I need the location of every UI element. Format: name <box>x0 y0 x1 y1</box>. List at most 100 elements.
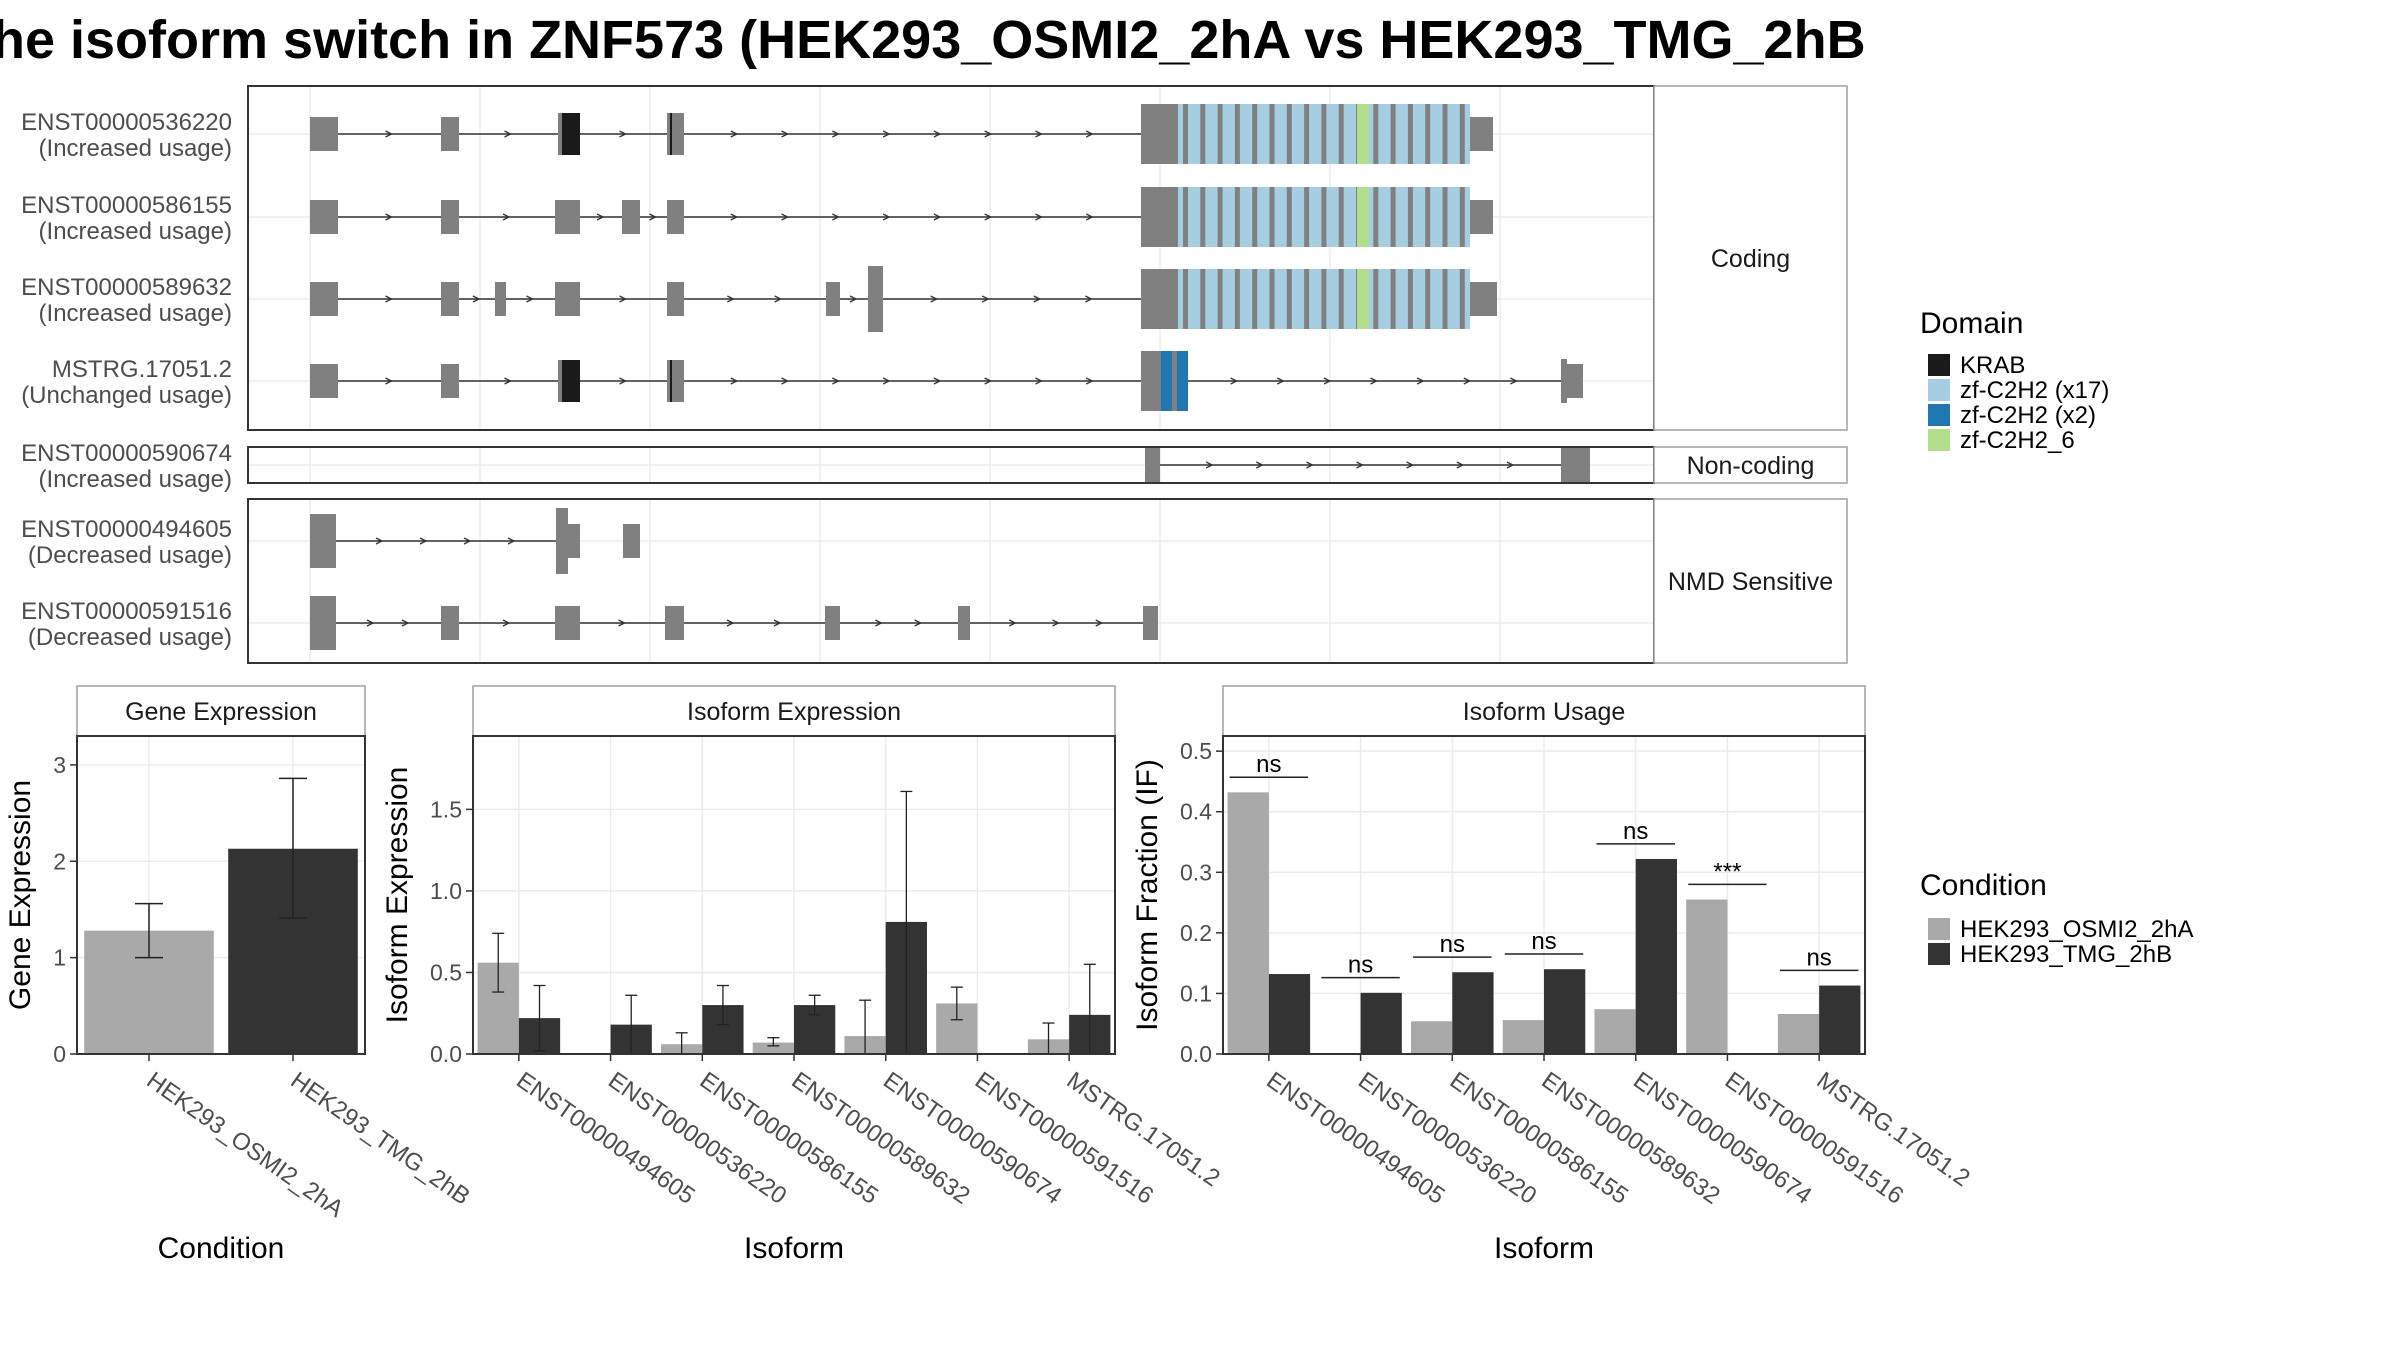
intron-arrow <box>385 130 393 138</box>
bar <box>1635 858 1677 1054</box>
bar <box>1594 1009 1636 1054</box>
condition-legend-label: HEK293_OSMI2_2hA <box>1960 916 2193 943</box>
intron-arrow <box>385 213 393 221</box>
exon <box>1145 448 1160 482</box>
intron-arrow <box>882 213 891 221</box>
significance-label: ns <box>1348 952 1373 979</box>
x-axis-title: Condition <box>158 1232 285 1265</box>
intron-arrow <box>401 619 410 627</box>
facet-label-2: NMD Sensitive <box>1668 568 1833 596</box>
exon <box>441 282 459 316</box>
bar-panel-0: Gene Expression0123HEK293_OSMI2_2hAHEK29… <box>4 685 475 1265</box>
domain-legend-label: zf-C2H2 (x2) <box>1960 402 2096 429</box>
domain-separator <box>1390 187 1396 247</box>
bar <box>1452 972 1494 1054</box>
domain-krab <box>562 113 580 155</box>
exon <box>1561 359 1567 403</box>
exon <box>623 524 640 558</box>
intron-arrow <box>463 537 472 545</box>
y-tick-label: 0.3 <box>1180 859 1212 885</box>
exon <box>1141 269 1178 329</box>
y-tick-label: 2 <box>53 848 66 874</box>
domain-separator <box>1338 187 1344 247</box>
significance-label: *** <box>1713 858 1741 885</box>
intron-arrow <box>781 130 790 138</box>
domain-separator <box>1407 104 1413 164</box>
exon <box>310 200 338 234</box>
panel-strip <box>472 685 1116 737</box>
exon <box>868 266 883 332</box>
domain-legend-label: zf-C2H2 (x17) <box>1960 377 2109 404</box>
bar <box>752 1042 794 1054</box>
exon <box>310 364 338 398</box>
y-tick-label: 0.5 <box>430 959 462 985</box>
panel-strip <box>76 685 366 737</box>
domain-legend-key <box>1928 354 1950 376</box>
domain-separator <box>1390 269 1396 329</box>
intron-arrow <box>618 619 626 627</box>
x-tick-label: MSTRG.17051.2 <box>1062 1067 1225 1192</box>
transcript-usage-label: (Decreased usage) <box>28 542 232 569</box>
intron-arrow <box>504 377 512 385</box>
bar <box>1819 985 1861 1054</box>
intron-arrow <box>882 377 891 385</box>
domain-separator <box>1234 104 1240 164</box>
exon <box>1141 187 1178 247</box>
domain-separator <box>1425 187 1431 247</box>
domain-separator <box>1407 187 1413 247</box>
domain-separator <box>1286 269 1292 329</box>
exon <box>310 514 336 568</box>
exon <box>1470 117 1493 151</box>
intron-arrow <box>1323 377 1332 385</box>
domain-separator <box>1459 187 1465 247</box>
exon <box>1143 606 1158 640</box>
isoform-structure-panel: Coding Non-coding NMD Sensitive ENST0000053… <box>21 85 1848 664</box>
intron-arrow <box>933 130 942 138</box>
domain-separator <box>1373 187 1379 247</box>
exon <box>555 282 580 316</box>
intron-arrow <box>1416 377 1425 385</box>
x-axis-title: Isoform <box>1494 1232 1594 1265</box>
intron-arrow <box>1035 130 1043 138</box>
facet-label-1: Non-coding <box>1687 452 1815 480</box>
intron-arrow <box>1510 377 1518 385</box>
exon <box>1470 282 1497 316</box>
exon <box>1561 448 1590 482</box>
intron-arrow <box>502 619 511 627</box>
intron-arrow <box>619 295 627 303</box>
y-tick-label: 0.1 <box>1180 980 1212 1006</box>
significance-label: ns <box>1531 928 1556 955</box>
y-tick-label: 0.0 <box>430 1041 462 1067</box>
intron-arrow <box>875 619 883 627</box>
intron-arrow <box>1276 377 1285 385</box>
intron-arrow <box>385 377 393 385</box>
intron-arrow <box>730 213 739 221</box>
exon <box>1141 104 1178 164</box>
intron-arrow <box>1085 295 1093 303</box>
exon <box>667 360 684 402</box>
exon <box>665 606 684 640</box>
bar-chart-panels: Gene Expression0123HEK293_OSMI2_2hAHEK29… <box>4 685 1975 1265</box>
intron-arrow <box>832 213 840 221</box>
intron-arrow <box>1463 377 1472 385</box>
x-tick-label: MSTRG.17051.2 <box>1812 1067 1975 1192</box>
intron-arrow <box>1008 619 1017 627</box>
transcript-usage-label: (Increased usage) <box>39 135 232 162</box>
exon <box>1470 200 1493 234</box>
transcript-id-label: MSTRG.17051.2 <box>52 356 232 383</box>
significance-label: ns <box>1806 944 1831 971</box>
bar <box>1777 1014 1820 1054</box>
exon <box>310 117 338 151</box>
intron-arrow <box>1370 377 1378 385</box>
condition-legend-key <box>1928 918 1950 940</box>
intron-arrow <box>1255 461 1264 469</box>
exon <box>667 200 684 234</box>
intron-arrow <box>1085 130 1094 138</box>
intron-arrow <box>1456 461 1465 469</box>
domain-separator <box>1425 104 1431 164</box>
intron-arrow <box>649 213 657 221</box>
intron-arrow <box>882 130 891 138</box>
exon <box>310 596 336 650</box>
bar <box>1686 899 1728 1054</box>
